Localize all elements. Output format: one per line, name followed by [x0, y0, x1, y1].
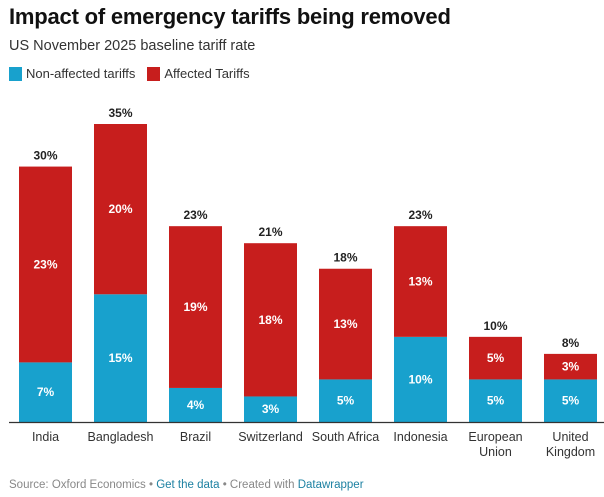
created-with-text: Created with: [229, 479, 298, 491]
x-tick-label: Kingdom: [546, 445, 595, 459]
bar-value-label: 19%: [183, 300, 207, 314]
bar-total-label: 21%: [258, 225, 282, 239]
bar-value-label: 23%: [33, 257, 57, 271]
bar-value-label: 5%: [562, 394, 580, 408]
bar-value-label: 4%: [187, 398, 205, 412]
x-tick-label: Switzerland: [238, 430, 303, 444]
bar-total-label: 23%: [408, 208, 432, 222]
bar-non-affected-bangladesh: [94, 294, 147, 422]
separator: •: [145, 479, 157, 491]
bar-value-label: 13%: [333, 317, 357, 331]
get-data-link[interactable]: Get the data: [156, 479, 220, 491]
legend-label-non-affected: Non-affected tariffs: [26, 66, 136, 81]
legend-item-affected: Affected Tariffs: [147, 66, 250, 81]
bar-non-affected-indonesia: [394, 336, 447, 422]
chart-title: Impact of emergency tariffs being remove…: [9, 4, 451, 29]
bar-affected-united-kingdom: [544, 353, 597, 380]
bar-value-label: 5%: [337, 394, 355, 408]
bar-non-affected-united-kingdom: [544, 379, 597, 422]
bar-non-affected-switzerland: [244, 396, 297, 422]
bar-non-affected-european-union: [469, 379, 522, 422]
chart-subtitle: US November 2025 baseline tariff rate: [9, 38, 256, 54]
x-tick-label: India: [32, 430, 59, 444]
bar-affected-bangladesh: [94, 124, 147, 295]
x-tick-label: Union: [479, 445, 512, 459]
separator: •: [219, 479, 230, 491]
bar-non-affected-brazil: [169, 387, 222, 422]
legend-swatch-affected: [147, 66, 161, 81]
footer: Source: Oxford Economics • Get the data …: [9, 479, 364, 491]
bar-total-label: 23%: [183, 208, 207, 222]
x-tick-label: European: [468, 430, 522, 444]
datawrapper-link[interactable]: Datawrapper: [297, 479, 364, 491]
x-tick-label: Indonesia: [393, 430, 447, 444]
bar-affected-brazil: [169, 226, 222, 388]
legend-label-affected: Affected Tariffs: [164, 66, 250, 81]
bar-value-label: 18%: [258, 313, 282, 327]
legend-swatch-non-affected: [9, 66, 22, 81]
bar-affected-switzerland: [244, 243, 297, 397]
bar-affected-india: [19, 166, 72, 363]
bar-value-label: 5%: [487, 351, 505, 365]
source-text: Source: Oxford Economics: [9, 479, 146, 491]
legend: Non-affected tariffs Affected Tariffs: [9, 66, 262, 81]
bar-total-label: 18%: [333, 251, 357, 265]
bar-value-label: 20%: [108, 202, 132, 216]
bar-affected-south-africa: [319, 268, 372, 380]
bar-total-label: 8%: [562, 336, 580, 350]
bar-total-label: 35%: [108, 106, 132, 120]
x-tick-label: United: [552, 430, 588, 444]
bar-total-label: 30%: [33, 149, 57, 163]
bar-chart: 7% 23% 30% India 15% 20% 35% Bangladesh 4% 19% 23%…: [9, 106, 604, 459]
bar-non-affected-india: [19, 362, 72, 422]
bar-value-label: 13%: [408, 275, 432, 289]
bar-value-label: 3%: [262, 402, 280, 416]
x-tick-label: Brazil: [180, 430, 211, 444]
bar-total-label: 10%: [483, 319, 507, 333]
bar-non-affected-south-africa: [319, 379, 372, 422]
bar-value-label: 15%: [108, 351, 132, 365]
bar-value-label: 3%: [562, 360, 580, 374]
legend-item-non-affected: Non-affected tariffs: [9, 66, 135, 81]
bar-value-label: 5%: [487, 394, 505, 408]
x-tick-label: South Africa: [312, 430, 379, 444]
bar-affected-indonesia: [394, 226, 447, 337]
bar-affected-european-union: [469, 336, 522, 380]
bar-value-label: 7%: [37, 385, 55, 399]
bar-value-label: 10%: [408, 372, 432, 386]
x-tick-label: Bangladesh: [87, 430, 153, 444]
